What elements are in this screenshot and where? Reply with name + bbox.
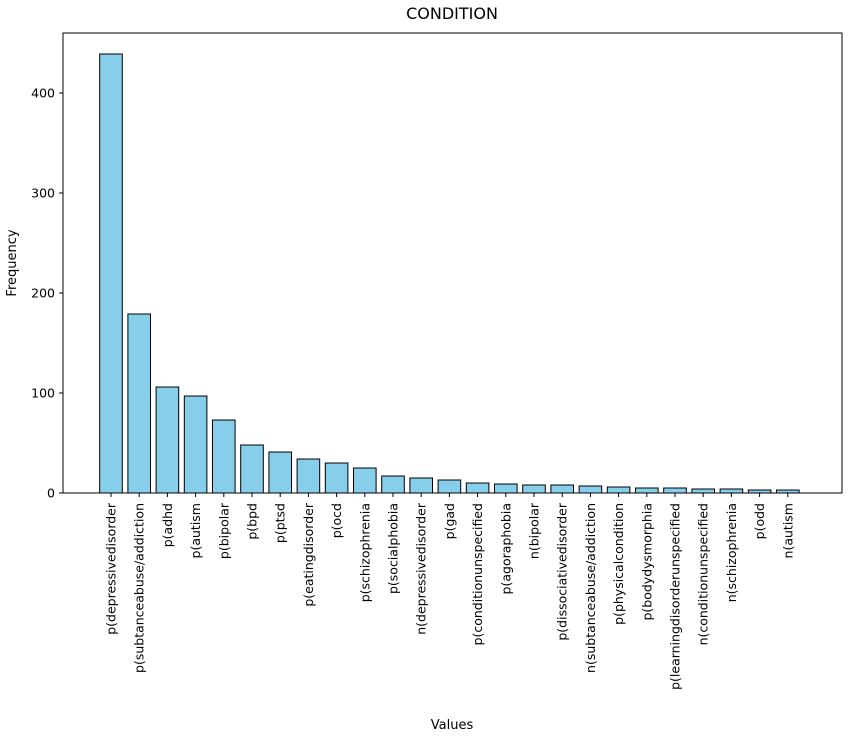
x-tick-label: p(eatingdisorder <box>301 502 316 607</box>
x-tick-label: n(subtanceabuse/addiction <box>583 503 598 673</box>
x-tick-label: p(agoraphobia <box>498 503 513 594</box>
x-tick-label: p(depressivedisorder <box>104 502 119 635</box>
x-tick-label: p(learningdisorderunspecified <box>668 503 683 690</box>
bar <box>324 462 349 494</box>
x-axis-ticks: p(depressivedisorder p(subtanceabuse/addi… <box>104 493 795 690</box>
bars-group <box>99 53 800 494</box>
plot-area-frame <box>62 32 843 494</box>
x-axis-label: Values <box>431 718 474 733</box>
bar <box>550 484 575 494</box>
x-tick-label: p(bpd <box>245 503 260 540</box>
bar <box>776 489 800 494</box>
x-tick-label: n(bipolar <box>527 502 542 559</box>
bar <box>353 467 377 494</box>
bar <box>268 451 292 494</box>
x-tick-label: n(conditionunspecified <box>696 503 711 645</box>
bar <box>381 475 405 494</box>
x-tick-label: p(adhd <box>160 503 175 547</box>
x-tick-label: p(odd <box>752 503 767 539</box>
y-tick-label: 0 <box>47 485 55 500</box>
bar <box>663 487 687 494</box>
bar <box>635 487 659 494</box>
bar <box>127 313 152 494</box>
bar <box>183 395 208 494</box>
y-tick-label: 300 <box>31 185 55 200</box>
bar <box>437 479 462 494</box>
x-tick-label: p(socialphobia <box>386 503 401 594</box>
bar <box>522 484 546 494</box>
bar <box>747 489 772 494</box>
bar <box>99 53 123 494</box>
y-tick-label: 200 <box>31 285 55 300</box>
bar <box>240 444 264 494</box>
bar <box>606 486 631 494</box>
x-tick-label: n(depressivedisorder <box>414 502 429 635</box>
bar <box>212 419 236 494</box>
bar <box>296 458 321 494</box>
x-tick-label: p(dissociativedisorder <box>555 502 570 640</box>
x-tick-label: p(physicalcondition <box>611 503 626 625</box>
bar <box>465 482 490 494</box>
bar <box>409 477 433 494</box>
x-tick-label: p(bipolar <box>216 502 231 559</box>
x-tick-label: p(subtanceabuse/addiction <box>132 503 147 673</box>
bar <box>691 488 716 494</box>
x-tick-label: p(ocd <box>329 503 344 538</box>
x-tick-label: p(gad <box>442 503 457 539</box>
bar <box>494 483 518 494</box>
x-tick-label: p(autism <box>188 503 203 558</box>
bar <box>719 488 744 494</box>
x-tick-label: n(autism <box>780 503 795 558</box>
bar <box>578 485 603 494</box>
y-axis-label: Frequency <box>5 229 20 296</box>
y-tick-label: 100 <box>31 385 55 400</box>
x-tick-label: n(schizophrenia <box>724 503 739 602</box>
x-tick-label: p(schizophrenia <box>357 503 372 602</box>
y-tick-label: 400 <box>31 85 55 100</box>
x-tick-label: p(ptsd <box>273 503 288 543</box>
bar <box>155 386 180 494</box>
x-tick-label: p(conditionunspecified <box>470 503 485 645</box>
chart-title: CONDITION <box>406 4 498 23</box>
y-axis-ticks: 0 100 200 300 400 <box>31 85 63 500</box>
x-tick-label: p(bodydysmorphia <box>639 503 654 621</box>
